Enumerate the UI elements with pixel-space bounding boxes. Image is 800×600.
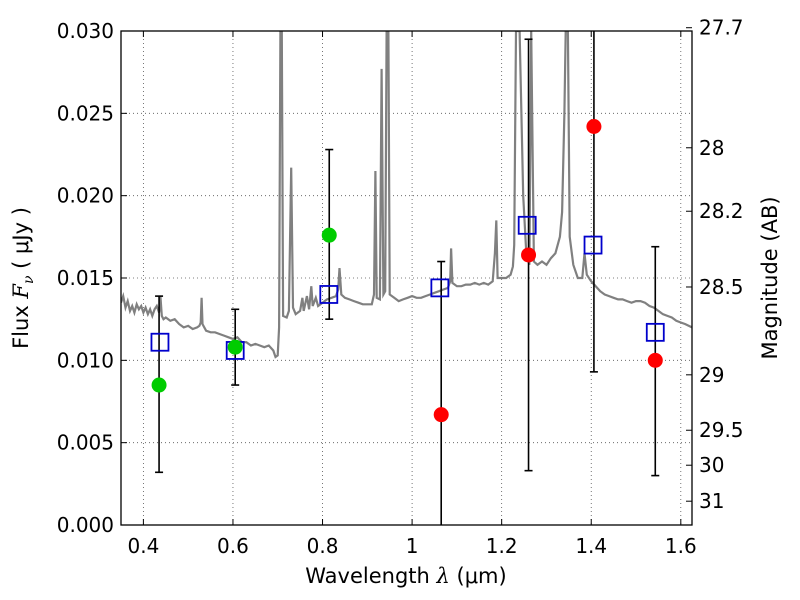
y2-tick-label: 30 [699, 453, 724, 477]
y2-tick-label: 27.7 [699, 16, 744, 40]
grid-lines [121, 30, 692, 526]
x-tick-label: 1.4 [575, 534, 607, 558]
y2-tick-label: 28.5 [699, 275, 744, 299]
y2-tick-label: 29.5 [699, 418, 744, 442]
x-tick-label: 1 [406, 534, 419, 558]
detection-markers [151, 227, 337, 393]
spectrum-line [121, 31, 692, 359]
y2-tick-label: 28.2 [699, 199, 744, 223]
y-axis-label: Flux Fν ( μJy ) [9, 207, 37, 349]
y-tick-label: 0.025 [57, 101, 114, 125]
x-tick-label: 1.6 [665, 534, 697, 558]
y-tick-label: 0.000 [57, 513, 114, 537]
y-tick-label: 0.015 [57, 266, 114, 290]
error-bars [155, 31, 660, 525]
detection-point [151, 377, 167, 393]
x-tick-label: 0.4 [127, 534, 159, 558]
model-point [583, 235, 603, 255]
model-point [430, 278, 450, 298]
y-tick-label: 0.010 [57, 348, 114, 372]
model-point [319, 285, 339, 304]
model-point [517, 215, 537, 235]
y2-tick-label: 31 [699, 489, 724, 513]
model-point [150, 332, 170, 352]
nondetection-point [521, 247, 537, 263]
detection-point [227, 339, 243, 355]
y2-tick-label: 28 [699, 136, 724, 160]
y2-tick-label: 29 [699, 363, 724, 387]
x-tick-label: 1.2 [486, 534, 518, 558]
y-tick-label: 0.005 [57, 431, 114, 455]
nondetection-point [586, 119, 602, 135]
axis-ticks [121, 27, 692, 526]
detection-point [321, 227, 337, 243]
x-tick-label: 0.6 [217, 534, 249, 558]
x-tick-label: 0.8 [307, 534, 339, 558]
nondetection-markers [433, 119, 663, 423]
nondetection-point [647, 352, 663, 368]
x-axis-label: Wavelength λ (μm) [305, 564, 506, 588]
plot-frame [120, 30, 693, 526]
model-point [645, 322, 665, 342]
tick-labels: 0.4 0.6 0.8 1 1.2 1.4 1.6 0.000 0.005 0.010 0.015 0… [57, 16, 744, 558]
y-tick-label: 0.030 [57, 19, 114, 43]
y2-axis-label: Magnitude (AB) [758, 196, 782, 359]
y-tick-label: 0.020 [57, 184, 114, 208]
model-photometry-markers [150, 215, 665, 360]
nondetection-point [433, 407, 449, 423]
model-spectrum [121, 31, 692, 359]
